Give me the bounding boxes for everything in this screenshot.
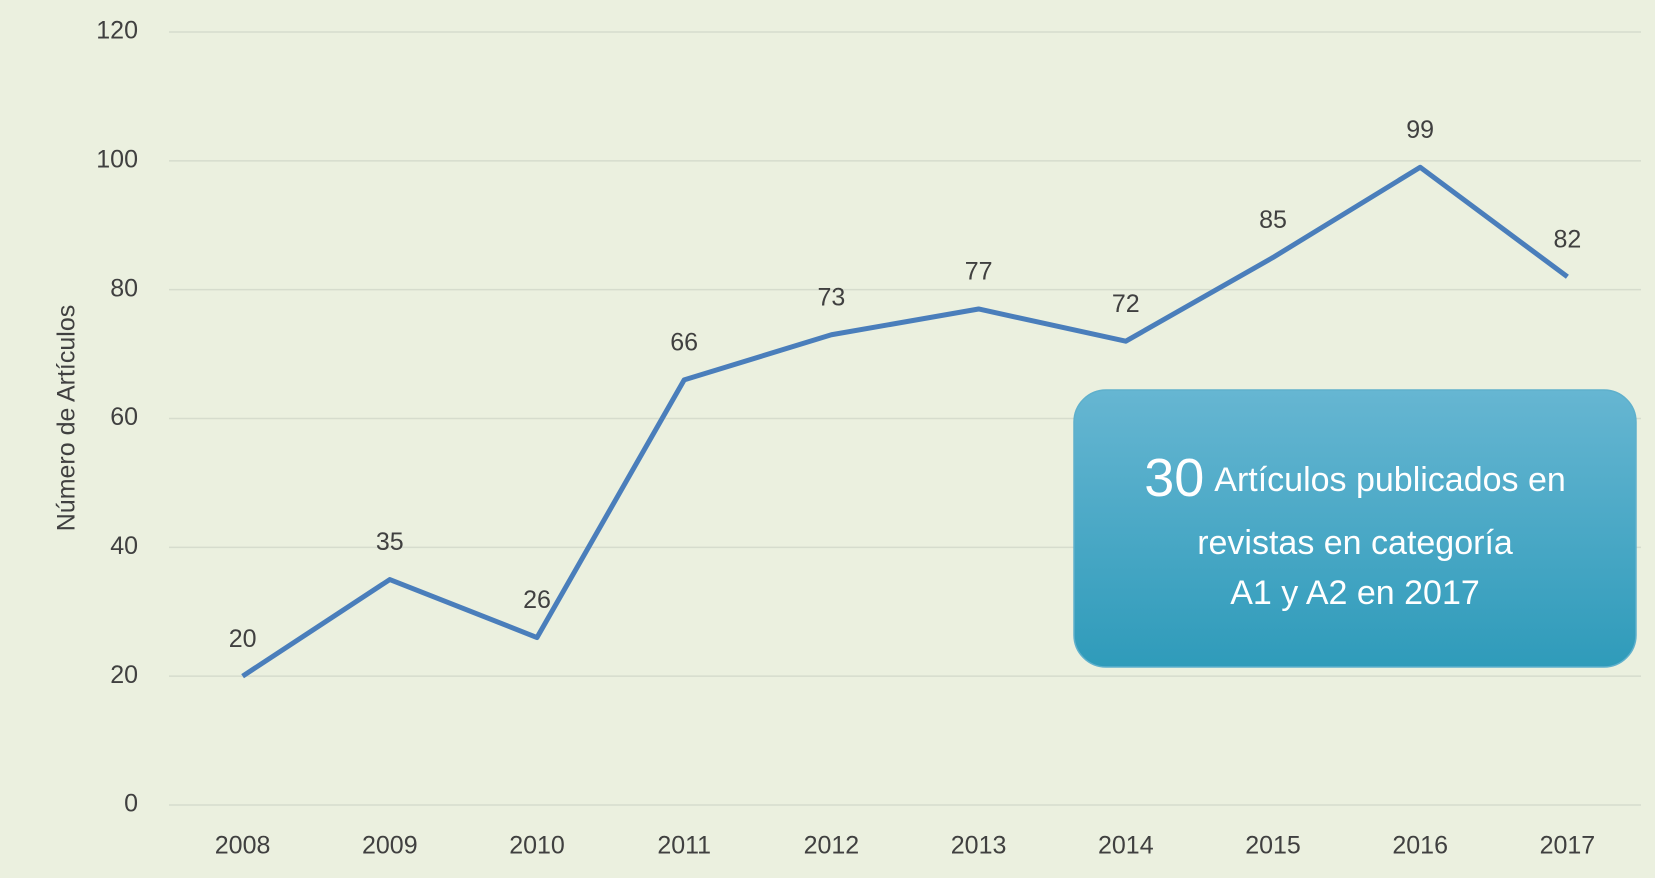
annotation-line: revistas en categoría [1197, 524, 1513, 562]
x-tick-label: 2011 [657, 832, 711, 860]
x-tick-label: 2015 [1245, 832, 1301, 860]
data-label: 73 [817, 283, 845, 311]
x-tick-label: 2016 [1392, 832, 1448, 860]
y-tick-label: 120 [96, 17, 138, 45]
data-label: 66 [670, 328, 698, 356]
x-tick-label: 2009 [362, 832, 418, 860]
data-label: 77 [965, 258, 993, 286]
y-tick-label: 40 [110, 532, 138, 560]
x-tick-label: 2017 [1540, 832, 1596, 860]
data-label: 85 [1259, 206, 1287, 234]
x-tick-label: 2012 [804, 832, 860, 860]
y-tick-label: 60 [110, 403, 138, 431]
x-tick-label: 2014 [1098, 832, 1154, 860]
x-tick-label: 2010 [509, 832, 565, 860]
data-label: 26 [523, 586, 551, 614]
annotation-line: Artículos publicados en [1214, 461, 1566, 499]
data-label: 20 [229, 625, 257, 653]
data-label: 99 [1406, 116, 1434, 144]
y-tick-label: 100 [96, 145, 138, 173]
y-tick-label: 80 [110, 274, 138, 302]
data-label: 72 [1112, 290, 1140, 318]
data-label: 35 [376, 528, 404, 556]
annotation-text: 30 Artículos publicados en [1144, 448, 1566, 508]
annotation-box [1073, 389, 1637, 668]
y-tick-label: 20 [110, 661, 138, 689]
line [241, 164, 1569, 679]
annotation-highlight: 30 [1144, 448, 1204, 508]
y-tick-label: 0 [124, 790, 138, 818]
x-tick-label: 2013 [951, 832, 1007, 860]
annotation-line: A1 y A2 en 2017 [1230, 574, 1480, 612]
data-label: 82 [1553, 225, 1581, 253]
x-tick-label: 2008 [215, 832, 271, 860]
y-axis-label: Número de Artículos [53, 305, 81, 532]
